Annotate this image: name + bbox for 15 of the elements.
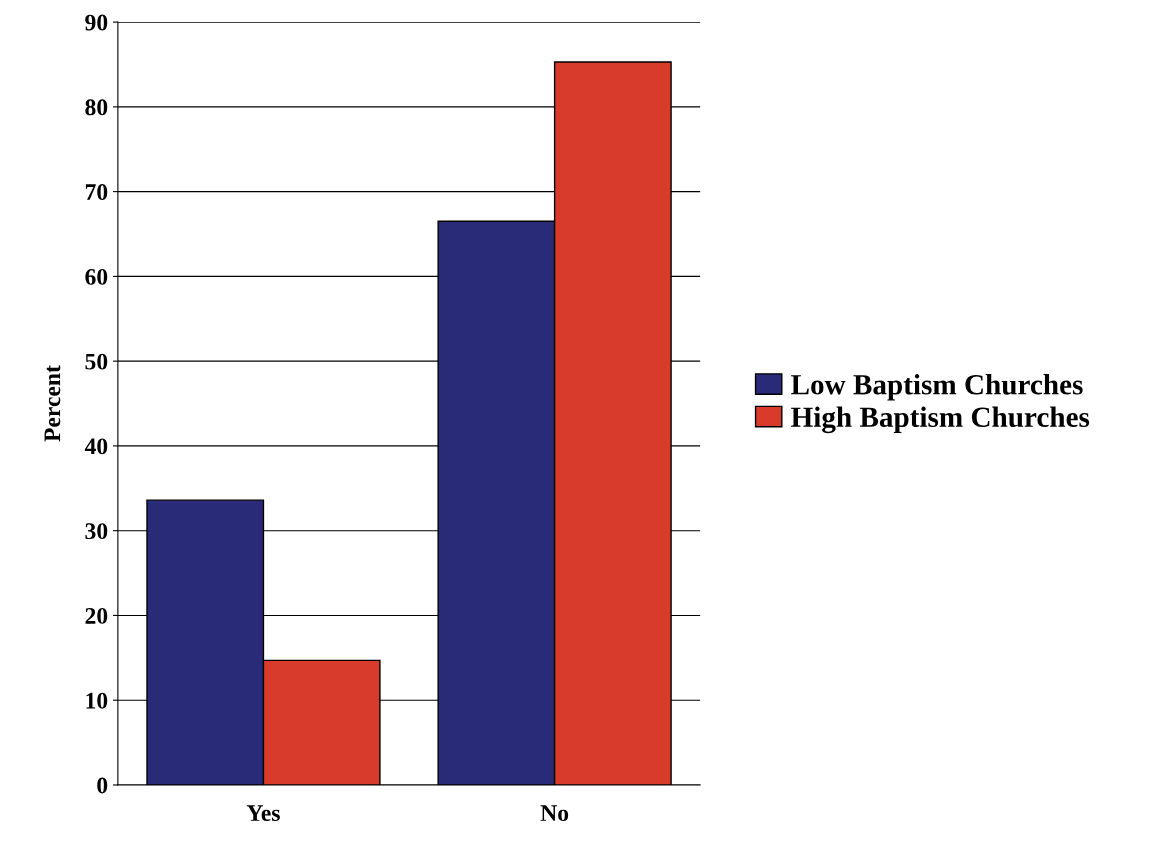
y-tick-label: 20: [85, 607, 108, 624]
x-tick-label: Yes: [246, 805, 280, 822]
x-tick-label: No: [540, 805, 569, 822]
y-tick-label: 30: [85, 523, 108, 540]
legend-label: Low Baptism Churches: [791, 374, 1083, 401]
y-tick-label: 10: [86, 692, 108, 709]
y-tick-label: 40: [84, 438, 108, 455]
y-tick-label: 70: [85, 184, 108, 201]
y-tick-label: 50: [85, 353, 108, 370]
legend-label: High Baptism Churches: [791, 406, 1090, 434]
y-axis-title: Percent: [44, 365, 61, 442]
y-tick-label: 80: [85, 99, 108, 116]
y-tick-label: 60: [85, 268, 108, 285]
y-tick-label: 90: [85, 14, 108, 31]
y-tick-label: 0: [97, 777, 108, 794]
